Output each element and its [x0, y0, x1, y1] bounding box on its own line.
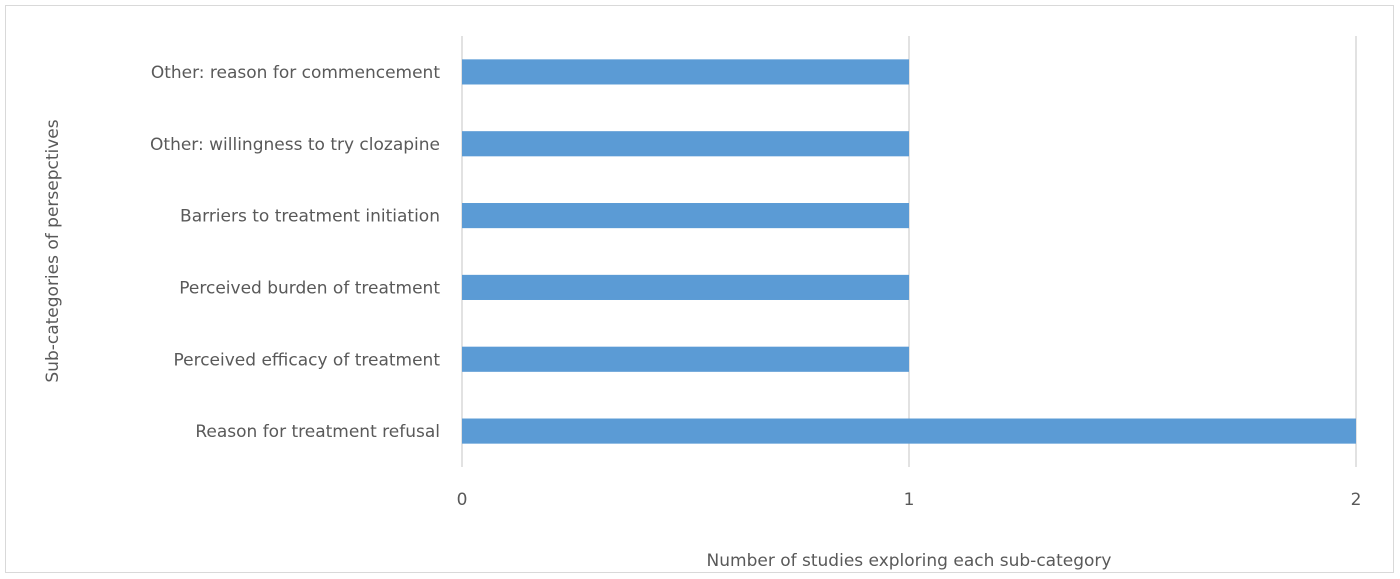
x-axis-title: Number of studies exploring each sub-cat…: [707, 551, 1112, 571]
x-tick-label: 2: [1351, 490, 1362, 510]
y-axis-title: Sub-categories of persepctives: [43, 119, 63, 382]
bar: [462, 59, 909, 85]
bar: [462, 274, 909, 300]
category-label: Other: reason for commencement: [151, 63, 441, 83]
x-tick-label: 1: [904, 490, 915, 510]
bars: [462, 59, 1356, 444]
category-label: Perceived burden of treatment: [179, 278, 440, 298]
category-labels: Reason for treatment refusal Perceived ef…: [150, 63, 440, 442]
category-label: Perceived efficacy of treatment: [173, 350, 440, 370]
x-tick-labels: 0 1 2: [457, 490, 1362, 510]
gridlines: [461, 36, 1357, 467]
x-tick-label: 0: [457, 490, 468, 510]
bar: [462, 346, 909, 372]
category-label: Reason for treatment refusal: [195, 422, 440, 442]
category-label: Other: willingness to try clozapine: [150, 135, 440, 155]
bar: [462, 418, 1356, 444]
bar: [462, 203, 909, 229]
bar: [462, 131, 909, 157]
category-label: Barriers to treatment initiation: [180, 207, 440, 227]
